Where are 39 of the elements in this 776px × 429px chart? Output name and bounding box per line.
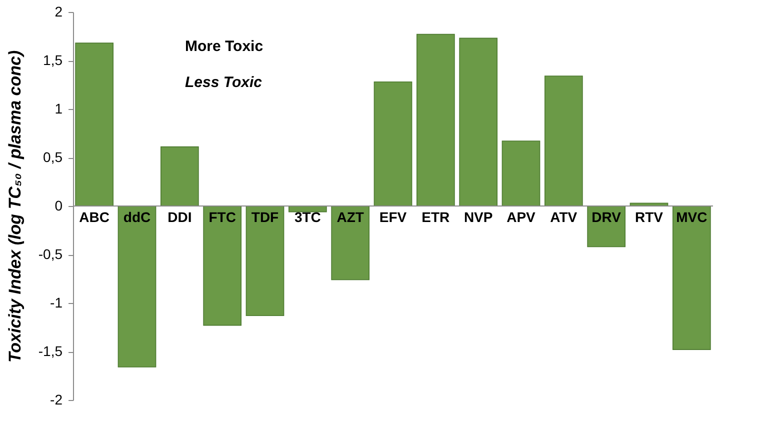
y-tick-label: -1	[50, 294, 63, 310]
bar	[75, 42, 114, 206]
x-tick-label: ddC	[123, 209, 151, 225]
bar	[160, 146, 199, 206]
y-tick-label: -2	[50, 392, 63, 408]
annotation: More Toxic	[185, 38, 264, 55]
bar	[416, 34, 455, 206]
x-tick-label: TDF	[251, 209, 280, 225]
x-tick-label: EFV	[379, 209, 408, 225]
x-tick-label: MVC	[676, 209, 708, 225]
bar	[459, 38, 498, 206]
y-tick-label: 2	[54, 4, 63, 20]
x-tick-label: RTV	[635, 209, 664, 225]
x-tick-label: AZT	[336, 209, 364, 225]
y-tick-label: -1,5	[38, 343, 63, 359]
y-tick-label: 1,5	[43, 52, 63, 68]
y-axis-title: Toxicity Index (log TC₅₀ / plasma conc)	[5, 50, 24, 363]
bar	[246, 206, 284, 316]
y-tick-label: 0	[54, 198, 63, 214]
bar	[203, 206, 242, 326]
x-tick-label: DRV	[592, 209, 622, 225]
x-tick-label: FTC	[208, 209, 236, 225]
x-tick-label: ABC	[79, 209, 110, 225]
x-tick-label: ATV	[550, 209, 578, 225]
x-tick-label: NVP	[464, 209, 493, 225]
bar	[672, 206, 711, 350]
bar	[118, 206, 156, 368]
bar	[502, 140, 540, 206]
x-tick-label: 3TC	[294, 209, 321, 225]
y-tick-label: -0,5	[38, 246, 63, 262]
bar	[374, 81, 412, 206]
x-tick-label: ETR	[422, 209, 450, 225]
annotation: Less Toxic	[185, 74, 263, 91]
y-tick-label: 0,5	[43, 149, 63, 165]
x-tick-label: DDI	[168, 209, 192, 225]
bar	[331, 206, 370, 280]
x-tick-label: APV	[506, 209, 536, 225]
bar	[544, 76, 583, 206]
y-tick-label: 1	[54, 100, 63, 116]
